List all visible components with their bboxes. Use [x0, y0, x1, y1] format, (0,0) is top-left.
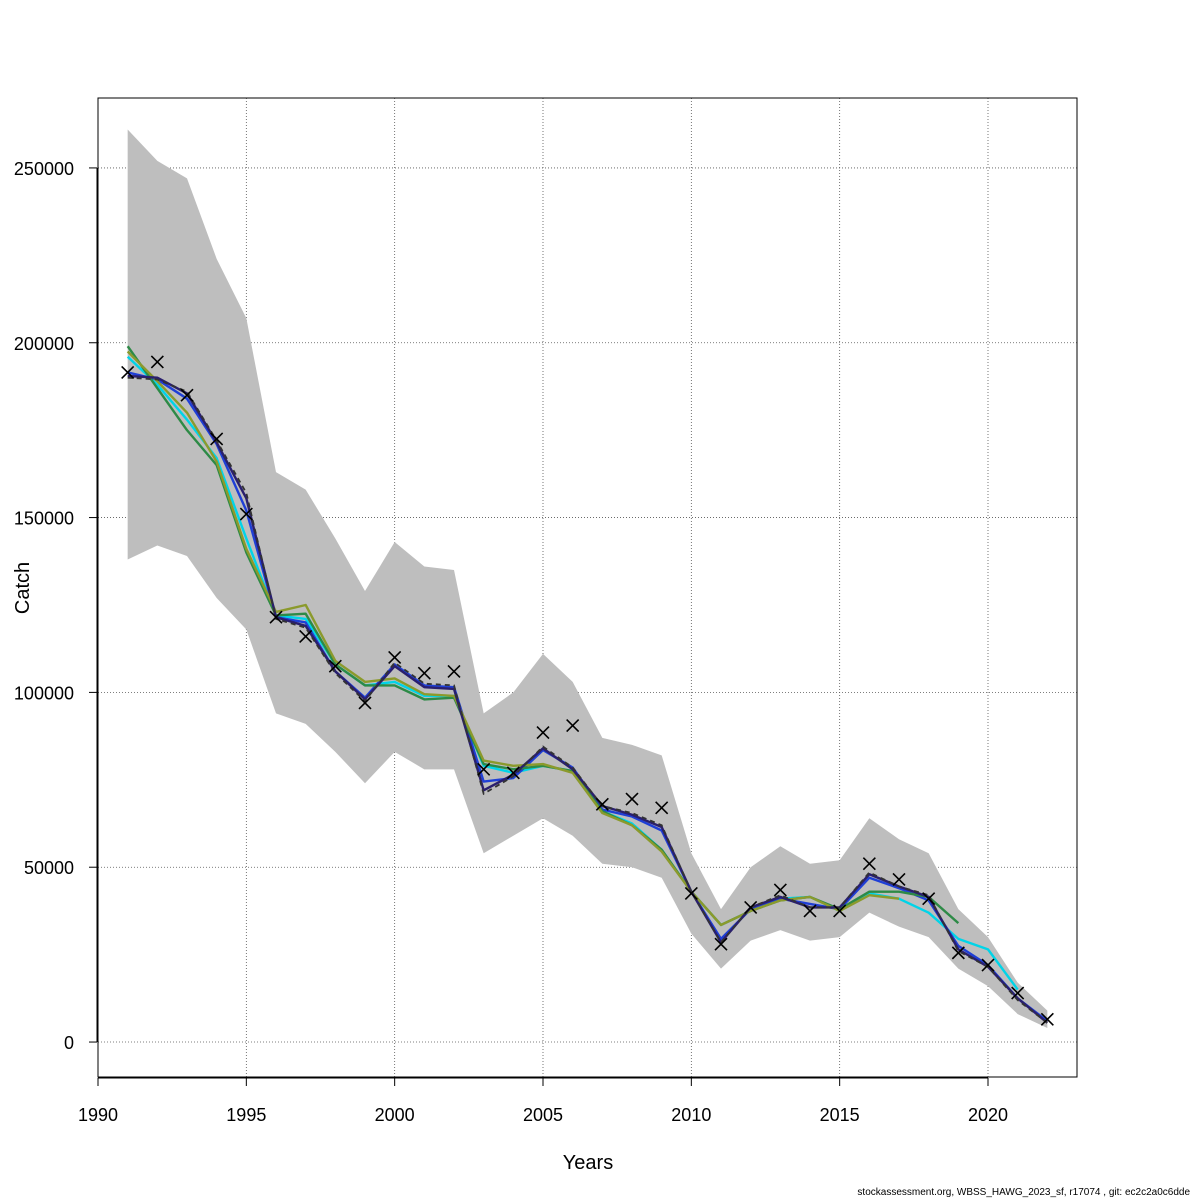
- footer-note: stockassessment.org, WBSS_HAWG_2023_sf, …: [857, 1187, 1190, 1198]
- x-tick-label: 2020: [968, 1105, 1008, 1125]
- observed-point: [833, 904, 847, 918]
- observed-point: [447, 664, 461, 678]
- plot-frame: [97, 97, 1078, 1078]
- observed-point: [180, 388, 194, 402]
- x-tick-label: 1995: [226, 1105, 266, 1125]
- observed-point: [744, 900, 758, 914]
- observed-point: [299, 629, 313, 644]
- x-axis: 1990 1995 2000 2005 2010 2015 2020: [78, 1077, 1008, 1125]
- observed-point: [981, 958, 995, 972]
- observed-point: [239, 507, 253, 521]
- observed-point: [892, 872, 906, 887]
- observed-point: [121, 365, 135, 380]
- y-tick-label: 0: [64, 1033, 74, 1053]
- observed-point: [803, 904, 817, 918]
- observed-point: [655, 801, 669, 815]
- observed-point: [862, 857, 876, 871]
- observed-point: [595, 797, 609, 811]
- x-tick-label: 2015: [820, 1105, 860, 1125]
- observed-point: [506, 766, 520, 780]
- observed-point: [150, 355, 164, 369]
- confidence-band: [127, 129, 1048, 1029]
- observed-point: [210, 432, 224, 446]
- observed-point: [684, 886, 698, 901]
- x-tick-label: 2005: [523, 1105, 563, 1125]
- y-tick-label: 100000: [14, 683, 74, 703]
- x-tick-label: 2000: [375, 1105, 415, 1125]
- observed-point: [714, 937, 728, 951]
- x-tick-label: 2010: [671, 1105, 711, 1125]
- observed-point: [1040, 1012, 1054, 1026]
- observed-point: [477, 762, 491, 776]
- series-line-4: [126, 350, 900, 927]
- y-tick-label: 50000: [24, 858, 74, 878]
- observed-points: [121, 355, 1054, 1026]
- observed-point: [388, 650, 402, 664]
- x-tick-label: 1990: [78, 1105, 118, 1125]
- observed-point: [625, 792, 639, 806]
- observed-point: [1011, 986, 1025, 1000]
- y-tick-label: 250000: [14, 159, 74, 179]
- y-axis: 0 50000 100000 150000 200000 250000: [14, 159, 98, 1053]
- observed-point: [922, 892, 936, 906]
- observed-point: [773, 883, 787, 897]
- observed-point: [358, 696, 372, 710]
- observed-point: [951, 946, 965, 960]
- confidence-band-area: [127, 129, 1048, 1029]
- y-axis-title: Catch: [12, 562, 34, 614]
- observed-point: [566, 719, 580, 733]
- observed-point: [417, 666, 431, 680]
- y-tick-label: 150000: [14, 509, 74, 529]
- observed-point: [269, 610, 283, 624]
- x-axis-title: Years: [563, 1152, 613, 1174]
- observed-point: [328, 659, 342, 673]
- observed-point: [536, 726, 550, 740]
- y-tick-label: 200000: [14, 334, 74, 354]
